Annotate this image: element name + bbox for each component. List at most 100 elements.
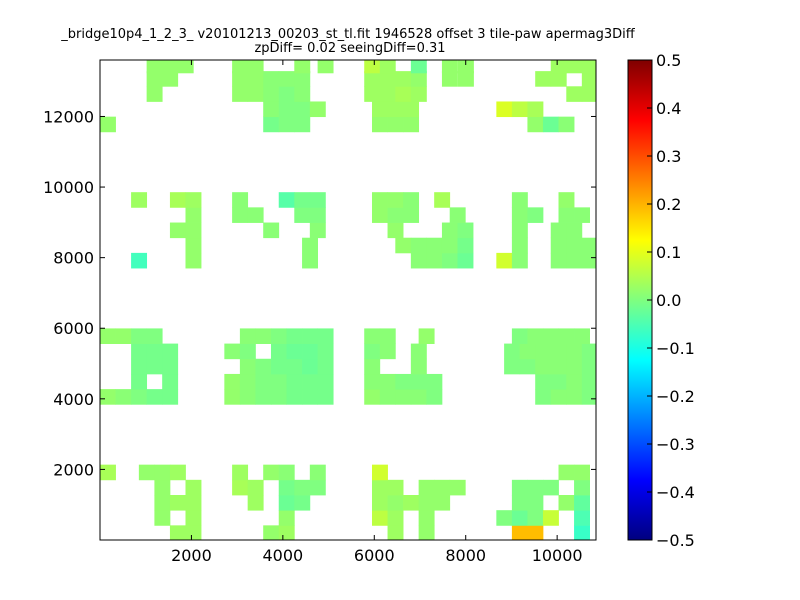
- heatmap-cell-217: [372, 116, 388, 133]
- heatmap-cell-23: [247, 495, 264, 511]
- heatmap-cell-225: [294, 101, 311, 118]
- heatmap-cell-46: [449, 479, 466, 496]
- y-tick-label: 6000: [53, 319, 94, 338]
- heatmap-cell-14: [418, 510, 435, 526]
- y-tick-label: 10000: [43, 178, 94, 197]
- heatmap-cell-141: [255, 328, 272, 344]
- heatmap-cell-202: [185, 192, 202, 208]
- heatmap-cell-224: [278, 101, 295, 118]
- heatmap-cell-273: [550, 60, 567, 74]
- heatmap-cell-48: [527, 479, 544, 496]
- heatmap-cell-245: [146, 71, 163, 87]
- heatmap-cell-243: [566, 86, 583, 102]
- heatmap-cell-88: [270, 373, 287, 390]
- heatmap-cell-65: [146, 389, 163, 405]
- heatmap-cells: [100, 60, 596, 540]
- heatmap-cell-268: [364, 60, 381, 74]
- heatmap-cell-226: [309, 101, 326, 118]
- heatmap-cell-82: [581, 389, 596, 405]
- heatmap-cell-138: [131, 328, 148, 344]
- heatmap-cell-194: [403, 207, 420, 223]
- heatmap-cell-112: [504, 358, 521, 375]
- heatmap-cell-264: [232, 60, 249, 74]
- heatmap-cell-133: [550, 343, 567, 360]
- heatmap-cell-192: [372, 207, 388, 223]
- heatmap-cell-35: [154, 479, 171, 496]
- heatmap-cell-204: [278, 192, 295, 208]
- heatmap-cell-210: [434, 192, 451, 208]
- heatmap-cell-242: [410, 86, 427, 102]
- heatmap-cell-110: [364, 358, 381, 375]
- colorbar-tick-label: 0.3: [656, 147, 681, 166]
- heatmap-cell-218: [387, 116, 404, 133]
- heatmap-cell-203: [232, 192, 249, 208]
- heatmap-cell-4: [387, 525, 404, 540]
- heatmap-cell-105: [255, 358, 272, 375]
- heatmap-cell-169: [410, 237, 427, 254]
- heatmap-cell-9: [154, 510, 171, 526]
- colorbar-tick-label: 0.2: [656, 195, 681, 214]
- heatmap-cell-207: [372, 192, 388, 208]
- heatmap-cell-129: [410, 343, 427, 360]
- heatmap-cell-181: [387, 222, 404, 239]
- heatmap-cell-56: [263, 464, 280, 481]
- heatmap-cell-108: [302, 358, 318, 375]
- heatmap-cell-84: [162, 373, 179, 390]
- y-tick-label: 4000: [53, 390, 94, 409]
- heatmap-cell-32: [527, 495, 544, 511]
- heatmap-cell-213: [100, 116, 116, 133]
- x-tick-label: 6000: [354, 546, 395, 565]
- heatmap-cell-15: [496, 510, 513, 526]
- heatmap-cell-183: [457, 222, 474, 239]
- heatmap-cell-254: [395, 71, 412, 87]
- heatmap-cell-11: [278, 510, 295, 526]
- heatmap-cell-51: [100, 464, 116, 481]
- heatmap-cell-93: [379, 373, 396, 390]
- heatmap-cell-166: [185, 237, 202, 254]
- heatmap-cell-259: [550, 71, 567, 87]
- x-tick-label: 2000: [171, 546, 212, 565]
- heatmap-cell-270: [410, 60, 427, 74]
- heatmap-cell-2: [263, 525, 280, 540]
- heatmap-cell-160: [457, 252, 474, 269]
- heatmap-cell-70: [270, 389, 287, 405]
- heatmap-cell-201: [169, 192, 186, 208]
- heatmap-cell-265: [247, 60, 264, 74]
- heatmap-cell-146: [364, 328, 381, 344]
- heatmap-cell-39: [278, 479, 295, 496]
- heatmap-cell-126: [317, 343, 334, 360]
- heatmap-cell-184: [511, 222, 528, 239]
- heatmap-cell-197: [527, 207, 544, 223]
- heatmap-cell-74: [364, 389, 381, 405]
- colorbar-tick-label: 0.5: [656, 51, 681, 70]
- heatmap-cell-49: [542, 479, 559, 496]
- heatmap-cell-60: [558, 464, 575, 481]
- heatmap-cell-75: [379, 389, 396, 405]
- heatmap-cell-85: [224, 373, 241, 390]
- heatmap-cell-198: [558, 207, 575, 223]
- heatmap-cell-68: [239, 389, 256, 405]
- heatmap-cell-142: [270, 328, 287, 344]
- heatmap-cell-29: [418, 495, 435, 511]
- heatmap-cell-42: [372, 479, 388, 496]
- heatmap-cell-1: [185, 525, 202, 540]
- heatmap-cell-229: [403, 101, 420, 118]
- heatmap-cell-91: [317, 373, 334, 390]
- colorbar-tick-label: −0.4: [656, 483, 695, 502]
- heatmap-cell-190: [294, 207, 311, 223]
- colorbar-tick-label: 0.4: [656, 99, 681, 118]
- heatmap-cell-232: [527, 101, 544, 118]
- heatmap-cell-44: [418, 479, 435, 496]
- heatmap-cell-72: [302, 389, 318, 405]
- heatmap-cell-199: [574, 207, 590, 223]
- heatmap-cell-239: [364, 86, 381, 102]
- heatmap-cell-185: [550, 222, 567, 239]
- heatmap-cell-109: [317, 358, 334, 375]
- heatmap-cell-267: [317, 60, 334, 74]
- heatmap-cell-40: [294, 479, 311, 496]
- heatmap-cell-50: [574, 479, 590, 496]
- heatmap-cell-230: [496, 101, 513, 118]
- heatmap-cell-158: [426, 252, 443, 269]
- x-tick-label: 8000: [445, 546, 486, 565]
